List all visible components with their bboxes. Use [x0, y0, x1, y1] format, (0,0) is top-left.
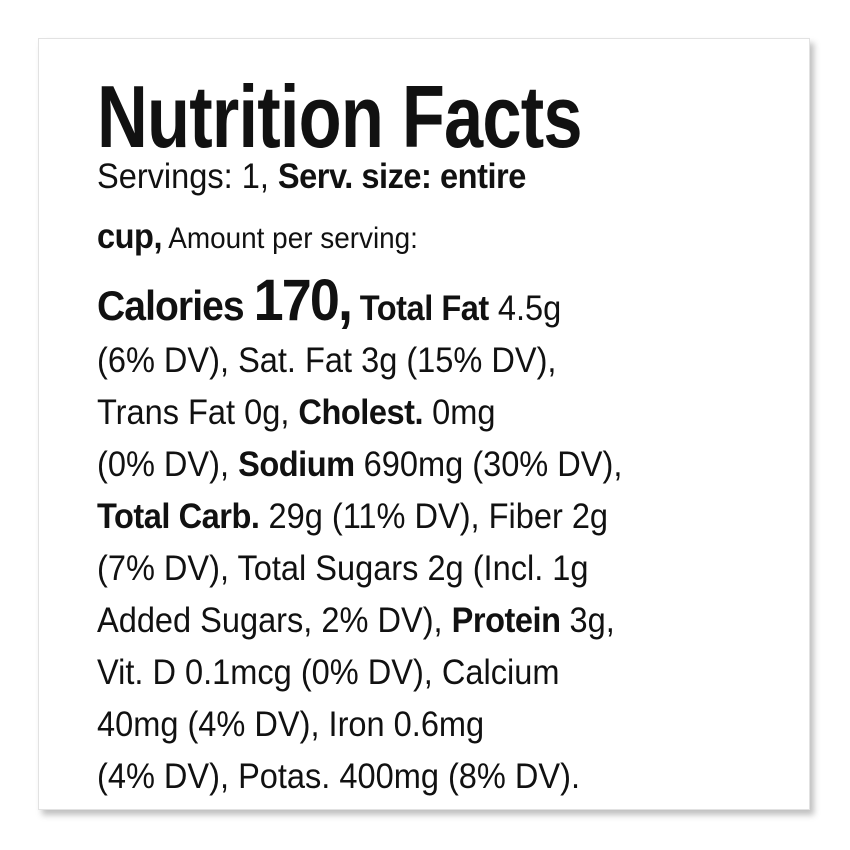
label-panel: Nutrition Facts Servings: 1, Serv. size:… — [38, 38, 810, 810]
text-line: Calories 170, Total Fat 4.5g — [97, 267, 748, 335]
text-segment: cup, — [97, 217, 163, 256]
text-segment: 3g, — [560, 601, 615, 640]
text-segment: 4.5g — [488, 289, 562, 328]
text-segment: 29g (11% DV), Fiber 2g — [259, 497, 609, 536]
text-segment: Total Fat — [351, 289, 490, 328]
text-line: 40mg (4% DV), Iron 0.6mg — [97, 699, 748, 751]
text-segment: Protein — [451, 601, 561, 640]
text-segment: Trans Fat 0g, — [97, 393, 299, 432]
text-segment: (0% DV), — [97, 445, 239, 484]
text-segment: Amount per serving: — [162, 222, 418, 255]
text-line: Servings: 1, Serv. size: entire — [97, 147, 748, 207]
text-segment: 40mg (4% DV), Iron 0.6mg — [97, 705, 485, 744]
label-body: Servings: 1, Serv. size: entire cup, Amou… — [97, 147, 797, 803]
text-segment: Serv. size: entire — [277, 157, 526, 196]
text-line: (7% DV), Total Sugars 2g (Incl. 1g — [97, 543, 748, 595]
text-line: Total Carb. 29g (11% DV), Fiber 2g — [97, 491, 748, 543]
text-segment: Calories — [97, 282, 254, 329]
text-line: (6% DV), Sat. Fat 3g (15% DV), — [97, 335, 748, 387]
text-line: Added Sugars, 2% DV), Protein 3g, — [97, 595, 748, 647]
text-segment: Cholest. — [298, 393, 424, 432]
text-segment: Servings: 1, — [97, 157, 278, 196]
text-segment: (7% DV), Total Sugars 2g (Incl. 1g — [97, 549, 589, 588]
text-line: (4% DV), Potas. 400mg (8% DV). — [97, 751, 748, 803]
text-segment: Vit. D 0.1mcg (0% DV), Calcium — [97, 653, 560, 692]
text-segment: (6% DV), Sat. Fat 3g (15% DV), — [97, 341, 557, 380]
text-segment: 690mg (30% DV), — [354, 445, 623, 484]
text-segment: 170, — [253, 268, 353, 333]
text-line: cup, Amount per serving: — [97, 207, 748, 267]
text-segment: 0mg — [423, 393, 496, 432]
text-segment: (4% DV), Potas. 400mg (8% DV). — [97, 757, 580, 796]
text-segment: Sodium — [238, 445, 355, 484]
title: Nutrition Facts — [97, 67, 583, 166]
text-segment: Total Carb. — [97, 497, 260, 536]
text-line: (0% DV), Sodium 690mg (30% DV), — [97, 439, 748, 491]
text-line: Trans Fat 0g, Cholest. 0mg — [97, 387, 748, 439]
text-line: Vit. D 0.1mcg (0% DV), Calcium — [97, 647, 748, 699]
text-segment: Added Sugars, 2% DV), — [97, 601, 452, 640]
